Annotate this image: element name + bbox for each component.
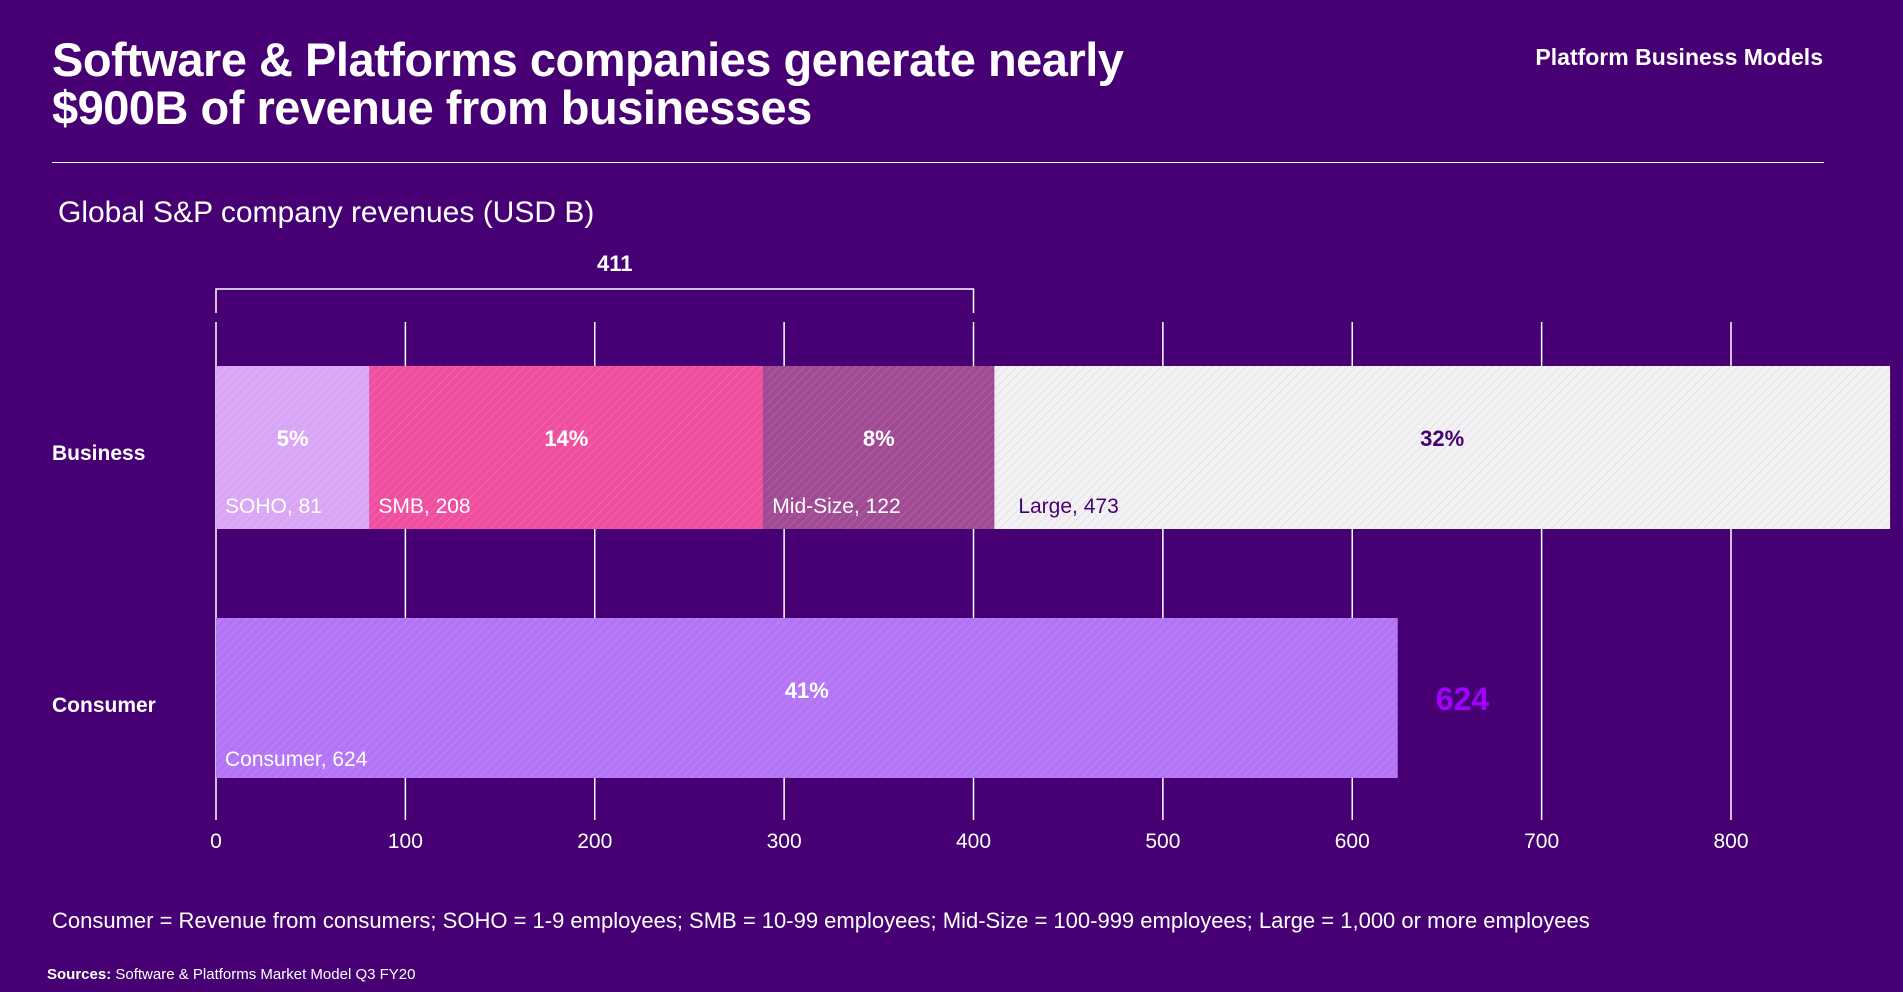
y-category-label: Business <box>52 442 145 465</box>
x-tick-label: 700 <box>1524 830 1559 853</box>
bracket: 411 <box>215 251 975 313</box>
x-tick-label: 300 <box>767 830 802 853</box>
x-tick-label: 800 <box>1713 830 1748 853</box>
x-tick-label: 0 <box>210 830 222 853</box>
x-tick-label: 400 <box>956 830 991 853</box>
bracket-label: 411 <box>597 251 633 276</box>
sources: Sources: Software & Platforms Market Mod… <box>47 966 415 983</box>
bars <box>216 366 1891 778</box>
title-line-2: $900B of revenue from businesses <box>52 81 812 134</box>
title-line-1: Software & Platforms companies generate … <box>52 33 1124 86</box>
bar-segment-hatch <box>369 366 764 529</box>
brand-label: Platform Business Models <box>1535 44 1823 70</box>
page-title: Software & Platforms companies generate … <box>52 36 1302 132</box>
header-divider <box>52 162 1824 163</box>
chart-subtitle: Global S&P company revenues (USD B) <box>58 196 595 229</box>
x-axis: 0 100 200 300 400 500 600 700 800 <box>210 830 1748 853</box>
segment-label: SOHO, 81 <box>225 495 322 518</box>
bar-labels: 5% SOHO, 81 14% SMB, 208 8% Mid-Size, 122 32% L… <box>52 426 1490 771</box>
sources-label: Sources: <box>47 966 112 983</box>
bar-segment-hatch <box>216 618 1398 778</box>
x-tick-label: 100 <box>388 830 423 853</box>
footnote: Consumer = Revenue from consumers; SOHO … <box>52 908 1590 933</box>
y-category-label: Consumer <box>52 694 156 717</box>
sources-text: Software & Platforms Market Model Q3 FY2… <box>111 966 416 983</box>
segment-percent: 5% <box>277 426 309 451</box>
segment-label: SMB, 208 <box>378 495 470 518</box>
segment-label: Large, 473 <box>1018 495 1118 518</box>
segment-percent: 41% <box>785 678 829 703</box>
bar-segment-hatch <box>994 366 1891 529</box>
bar-total-label: 624 <box>1436 681 1490 717</box>
segment-percent: 32% <box>1420 426 1464 451</box>
segment-percent: 14% <box>544 426 588 451</box>
bar-segment-hatch <box>763 366 995 529</box>
bracket-line <box>215 288 975 313</box>
segment-label: Consumer, 624 <box>225 748 368 771</box>
x-tick-label: 500 <box>1145 830 1180 853</box>
segment-percent: 8% <box>863 426 895 451</box>
bar-segment-hatch <box>216 366 370 529</box>
x-tick-label: 200 <box>577 830 612 853</box>
segment-label: Mid-Size, 122 <box>772 495 900 518</box>
x-tick-label: 600 <box>1335 830 1370 853</box>
